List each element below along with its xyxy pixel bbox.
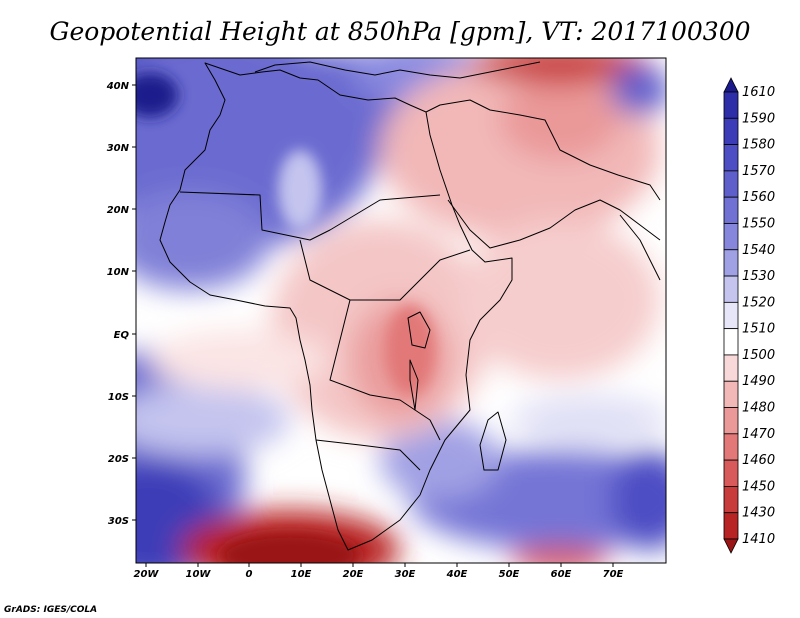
lon-tick-label: 30E xyxy=(395,569,416,580)
colorbar-label: 1430 xyxy=(742,506,775,521)
lon-tick-10e: 10E xyxy=(291,563,312,580)
lat-tick-30s: 30S xyxy=(108,516,136,527)
colorbar-swatch xyxy=(723,249,739,277)
lon-tick-30e: 30E xyxy=(395,563,416,580)
lat-tick-label: 40N xyxy=(106,81,130,92)
colorbar-swatch xyxy=(723,91,739,119)
lon-tick-20w: 20W xyxy=(134,563,160,580)
lat-tick-10n: 10N xyxy=(107,267,136,278)
lon-tick-0: 0 xyxy=(246,563,253,580)
lon-tick-label: 20E xyxy=(343,569,364,580)
lat-tick-20s: 20S xyxy=(108,454,136,465)
colorbar-swatch xyxy=(723,328,739,356)
height-field xyxy=(136,58,666,563)
colorbar-label: 1480 xyxy=(742,401,775,416)
lon-tick-10w: 10W xyxy=(186,563,212,580)
colorbar-label: 1450 xyxy=(742,479,775,494)
lon-tick-40e: 40E xyxy=(446,563,468,580)
lon-tick-20e: 20E xyxy=(343,563,364,580)
colorbar-swatch xyxy=(723,512,739,540)
colorbar-label: 1510 xyxy=(742,322,775,337)
lat-tick-20n: 20N xyxy=(107,205,136,216)
lat-tick-label: 10S xyxy=(108,392,129,403)
map-frame xyxy=(135,57,667,564)
lon-tick-label: 10E xyxy=(291,569,312,580)
colorbar-label: 1590 xyxy=(742,111,775,126)
colorbar-swatch xyxy=(723,407,739,435)
colorbar-label: 1610 xyxy=(742,85,775,100)
lon-tick-label: 50E xyxy=(499,569,520,580)
coastlines xyxy=(159,61,661,551)
lon-tick-label: 10W xyxy=(186,569,212,580)
lon-tick-label: 60E xyxy=(551,569,572,580)
colorbar-label: 1520 xyxy=(742,295,775,310)
lat-tick-label: 20S xyxy=(108,454,129,465)
colorbar-label: 1490 xyxy=(742,374,775,389)
colorbar-swatch xyxy=(723,275,739,303)
lat-tick-label: 30S xyxy=(108,516,129,527)
lat-tick-label: 30N xyxy=(107,143,130,154)
colorbar-swatch xyxy=(723,354,739,382)
colorbar-label: 1580 xyxy=(742,138,775,153)
grads-credit: GrADS: IGES/COLA xyxy=(4,605,97,615)
lon-tick-label: 70E xyxy=(603,569,624,580)
colorbar-label: 1560 xyxy=(742,190,775,205)
lat-axis: 40N 30N 20N 10N EQ 10S 20S 30S xyxy=(106,81,136,527)
lon-tick-60e: 60E xyxy=(551,563,572,580)
colorbar-label: 1460 xyxy=(742,453,775,468)
colorbar-swatch xyxy=(723,301,739,330)
lat-tick-10s: 10S xyxy=(108,392,136,403)
colorbar-label: 1470 xyxy=(742,427,775,442)
colorbar-bottom-arrow xyxy=(723,538,739,554)
colorbar-swatch xyxy=(723,223,739,251)
lat-tick-label: EQ xyxy=(114,330,130,341)
colorbar-top-arrow xyxy=(723,77,739,93)
colorbar-swatch xyxy=(723,433,739,461)
map-title: Geopotential Height at 850hPa [gpm], VT:… xyxy=(49,17,750,46)
colorbar-label: 1540 xyxy=(742,243,775,258)
lon-tick-label: 40E xyxy=(446,569,468,580)
lat-tick-label: 10N xyxy=(107,267,130,278)
lon-tick-label: 0 xyxy=(246,569,253,580)
colorbar-swatch xyxy=(723,144,739,172)
colorbar-swatch xyxy=(723,117,739,145)
colorbar-swatch xyxy=(723,486,739,514)
colorbar-label: 1410 xyxy=(742,532,775,547)
colorbar-swatch xyxy=(723,380,739,408)
lon-tick-50e: 50E xyxy=(499,563,520,580)
colorbar: 1610 1590 1580 1570 1560 1550 1540 1530 1520 1510… xyxy=(723,77,775,554)
lat-tick-40n: 40N xyxy=(106,81,136,92)
lat-tick-30n: 30N xyxy=(107,143,136,154)
colorbar-swatch xyxy=(723,459,739,487)
colorbar-label: 1500 xyxy=(742,348,775,363)
lat-tick-eq: EQ xyxy=(114,330,136,341)
lat-tick-label: 20N xyxy=(107,205,130,216)
lon-tick-70e: 70E xyxy=(603,563,624,580)
lon-axis: 20W 10W 0 10E 20E 30E 40E 50E 60E 70E xyxy=(134,563,624,580)
colorbar-swatch xyxy=(723,196,739,224)
colorbar-label: 1550 xyxy=(742,216,775,231)
colorbar-swatch xyxy=(723,170,739,198)
colorbar-label: 1530 xyxy=(742,269,775,284)
colorbar-label: 1570 xyxy=(742,164,775,179)
lon-tick-label: 20W xyxy=(134,569,160,580)
